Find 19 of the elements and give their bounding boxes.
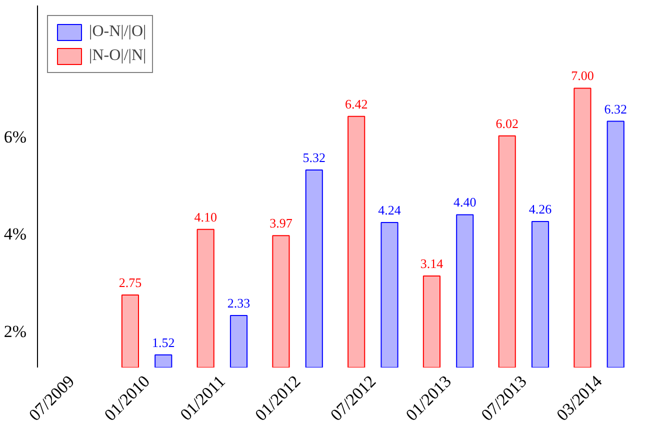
data-label: 3.14	[420, 256, 444, 272]
y-tick-label: 6%	[4, 127, 27, 146]
data-label: 4.40	[454, 194, 476, 210]
data-label: 7.00	[571, 68, 594, 84]
data-label: 4.26	[528, 202, 552, 217]
data-label: 6.02	[496, 116, 518, 131]
data-label: 5.32	[302, 150, 326, 165]
legend-label: |N-O|/|N|	[89, 47, 146, 65]
data-label: 3.97	[270, 216, 293, 231]
y-tick-label: 2%	[4, 322, 27, 341]
y-tick-label: 4%	[4, 224, 27, 244]
data-label: 2.33	[227, 295, 250, 310]
data-label: 4.10	[194, 209, 217, 224]
legend-label: |O-N|/|O|	[89, 23, 146, 41]
data-label: 6.32	[604, 101, 627, 116]
data-label: 6.42	[344, 96, 368, 112]
data-label: 4.24	[378, 202, 402, 218]
data-label: 2.75	[118, 275, 142, 290]
data-label: 1.52	[152, 334, 175, 350]
